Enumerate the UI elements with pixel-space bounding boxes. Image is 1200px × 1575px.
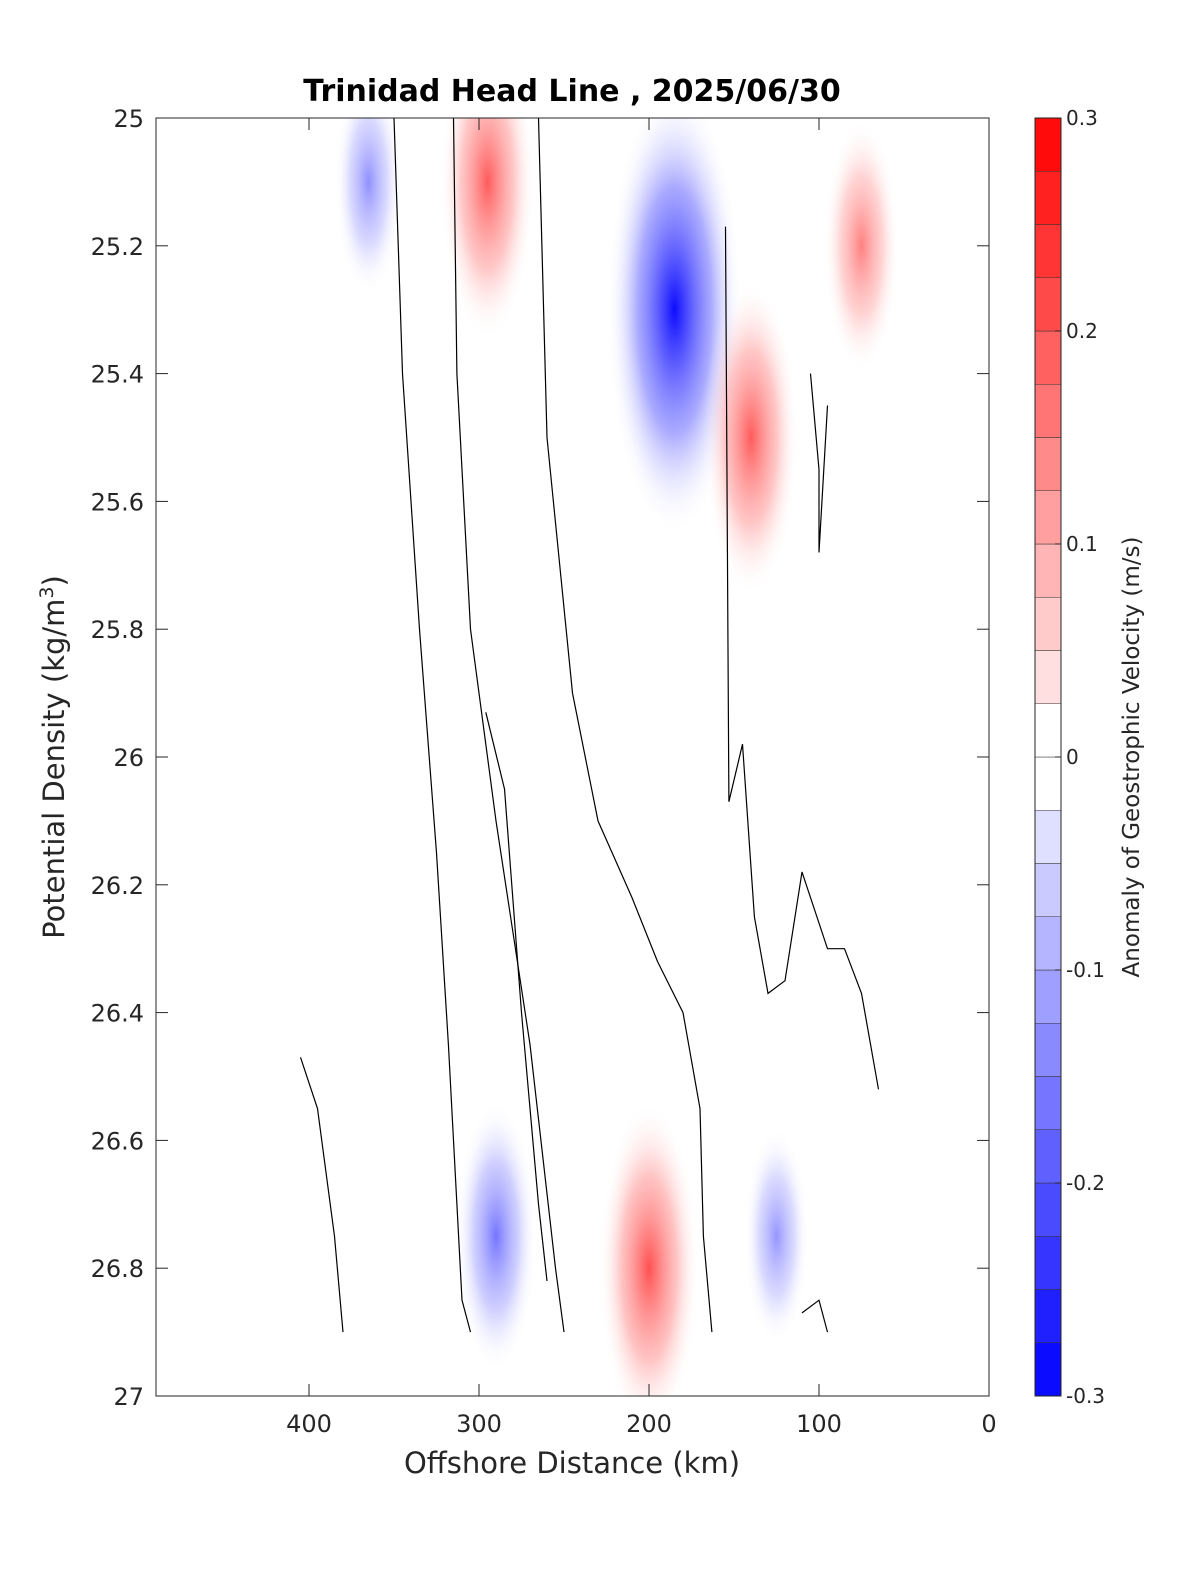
colorbar-band-1 [1034,1289,1062,1343]
colorbar-band-14 [1034,597,1062,651]
zero-contour-7 [801,1299,829,1333]
colorbar-band-10 [1034,810,1062,864]
colorbar-band-5 [1034,1076,1062,1130]
x-tick-label-1: 300 [456,1410,502,1438]
x-tick-label-0: 400 [286,1410,332,1438]
colorbar-band-15 [1034,543,1062,598]
colorbar-tick-label-1: -0.2 [1066,1171,1105,1195]
colorbar-tick-label-0: -0.3 [1066,1384,1105,1408]
colorbar-band-21 [1034,224,1062,278]
y-tick-label-10: 27 [113,1383,144,1411]
colorbar-band-2 [1034,1236,1062,1290]
y-tick-label-7: 26.4 [91,1000,144,1028]
colorbar-band-23 [1034,117,1062,172]
y-axis-label-main: Potential Density (kg/m [37,599,71,939]
velocity-positive-core-upper-offshore [440,118,535,340]
velocity-negative-lobe-lower [455,1101,537,1372]
y-tick-label-6: 26.2 [91,872,144,900]
colorbar-tick-label-6: 0.3 [1066,106,1098,130]
y-axis-ticks: 25 25.2 25.4 25.6 25.8 26 26.2 26.4 26.6 26.8 27 [91,105,989,1411]
colorbar-band-6 [1034,1023,1062,1077]
colorbar-band-4 [1034,1129,1062,1184]
velocity-negative-lobe-offshore [334,118,403,295]
colorbar-band-0 [1034,1342,1062,1397]
colorbar-band-19 [1034,330,1062,385]
colorbar-tick-label-4: 0.1 [1066,532,1098,556]
zero-contour-0 [452,118,565,1333]
colorbar-tick-label-3: 0 [1066,745,1079,769]
y-tick-label-4: 25.8 [91,616,144,644]
zero-contour-2 [299,1057,344,1333]
chart-title: Trinidad Head Line , 2025/06/30 [303,74,840,109]
zero-contour-1 [393,118,472,1333]
colorbar-band-8 [1034,916,1062,971]
y-tick-label-9: 26.8 [91,1255,144,1283]
x-tick-label-4: 0 [981,1410,996,1438]
colorbar-ticks: -0.3 -0.2 -0.1 0 0.1 0.2 0.3 [1055,106,1105,1408]
y-axis-label-superscript: 3 [36,586,58,598]
colorbar-tick-label-2: -0.1 [1066,958,1105,982]
y-tick-label-1: 25.2 [91,233,144,261]
colorbar-band-16 [1034,490,1062,545]
y-tick-label-3: 25.6 [91,488,144,516]
colorbar-band-12 [1034,703,1062,758]
x-axis-ticks: 400 300 200 100 0 [286,118,997,1438]
velocity-positive-lobe-inshore-mid [703,280,799,595]
colorbar-band-11 [1034,756,1062,811]
colorbar: -0.3 -0.2 -0.1 0 0.1 0.2 0.3 [1034,106,1105,1408]
colorbar-label: Anomaly of Geostrophic Velocity (m/s) [1119,537,1145,978]
plot-area: 400 300 200 100 0 25 25.2 25.4 25.6 25.8 26 26.2 26… [91,105,997,1438]
zero-contour-4 [485,712,548,1282]
zero-contours [299,118,880,1333]
zero-contour-3 [537,118,713,1333]
y-tick-label-8: 26.6 [91,1127,144,1155]
y-axis-label-tail: ) [37,575,71,586]
velocity-positive-lobe-lower-central [599,1101,699,1396]
y-axis-label: Potential Density (kg/m3) [36,575,71,939]
velocity-positive-lobe-inshore-upper [823,119,900,372]
zero-contour-5 [724,226,880,1090]
colorbar-band-17 [1034,437,1062,491]
y-tick-label-0: 25 [113,105,144,133]
colorbar-band-22 [1034,171,1062,225]
y-tick-label-5: 26 [113,744,144,772]
velocity-negative-lobe-lower-inshore [744,1128,809,1345]
colorbar-band-3 [1034,1182,1062,1237]
x-axis-label: Offshore Distance (km) [404,1446,740,1480]
colorbar-tick-label-5: 0.2 [1066,319,1098,343]
colorbar-band-7 [1034,969,1062,1024]
y-tick-label-2: 25.4 [91,361,144,389]
colorbar-band-13 [1034,650,1062,704]
velocity-field [334,118,900,1396]
x-tick-label-2: 200 [626,1410,672,1438]
zero-contour-6 [809,373,829,553]
x-tick-label-3: 100 [796,1410,842,1438]
colorbar-band-18 [1034,384,1062,438]
colorbar-band-20 [1034,277,1062,332]
colorbar-band-9 [1034,863,1062,917]
